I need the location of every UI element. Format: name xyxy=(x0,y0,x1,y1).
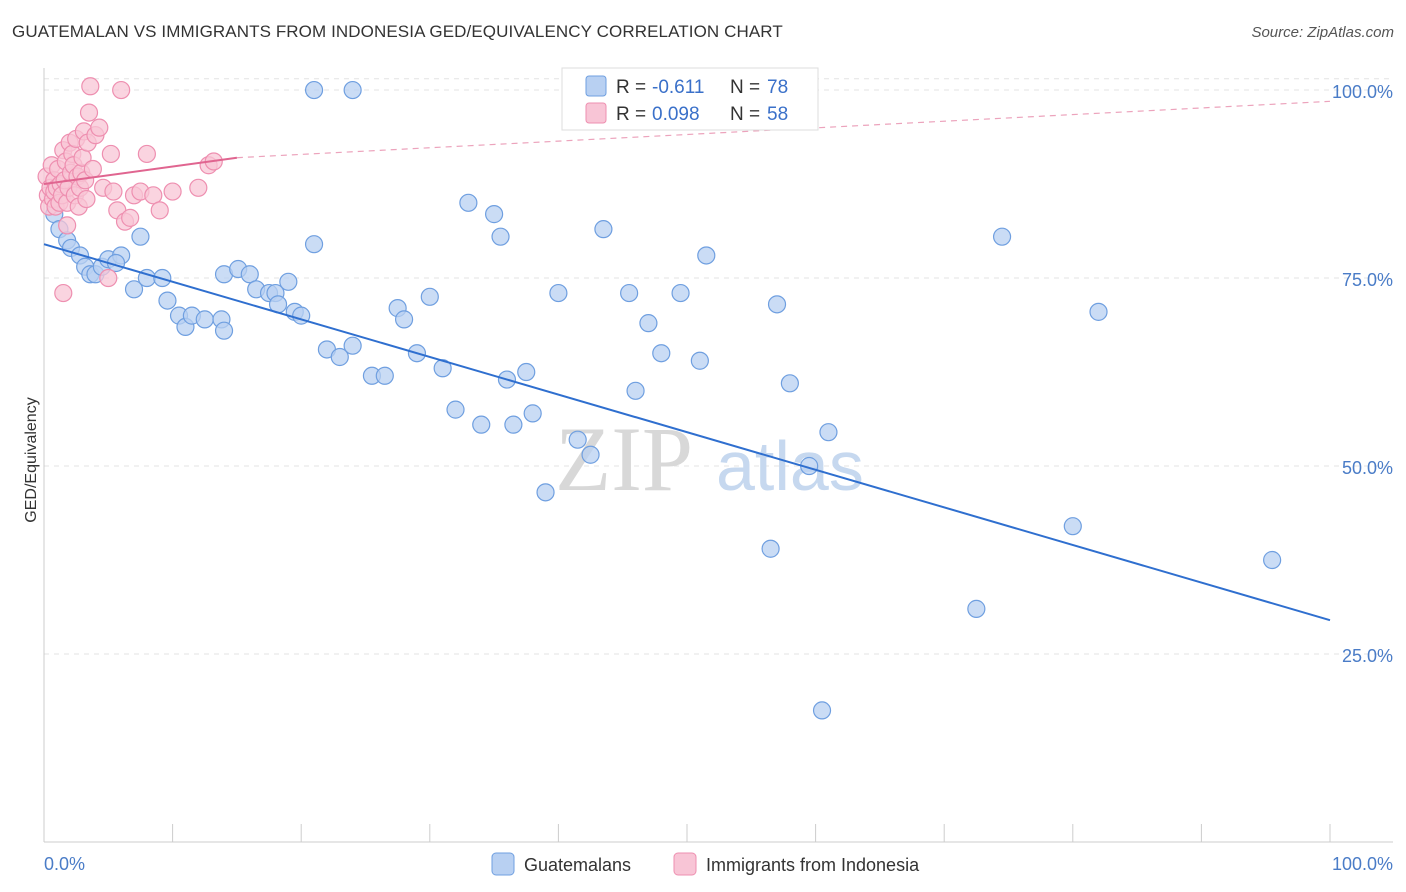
point-s0-62 xyxy=(690,351,709,370)
point-s0-47 xyxy=(491,227,510,246)
series-legend-label-indonesia: Immigrants from Indonesia xyxy=(706,855,920,875)
legend-swatch-indonesia xyxy=(585,102,607,124)
point-s1-34 xyxy=(79,103,99,122)
point-s0-43 xyxy=(446,400,465,419)
legend-swatch-guatemalans xyxy=(585,75,607,97)
point-s1-50 xyxy=(144,186,163,205)
point-s0-51 xyxy=(523,404,542,423)
point-s1-36 xyxy=(83,159,102,179)
point-s0-34 xyxy=(330,347,349,367)
point-s1-32 xyxy=(77,189,96,209)
point-s0-53 xyxy=(549,283,568,303)
point-s0-55 xyxy=(581,445,600,464)
grid-layer xyxy=(44,78,1393,655)
legend-n-value-1: 78 xyxy=(767,77,788,98)
point-s0-58 xyxy=(626,381,645,400)
point-s0-72 xyxy=(1063,517,1082,536)
point-s0-60 xyxy=(652,344,671,363)
y-tick-label-0: 25.0% xyxy=(1342,646,1393,666)
point-s0-69 xyxy=(819,423,838,442)
point-s1-56 xyxy=(54,283,73,303)
y-tick-label-3: 100.0% xyxy=(1332,82,1393,102)
point-s0-13 xyxy=(124,280,144,299)
point-s0-70 xyxy=(967,599,986,618)
trend-layer xyxy=(43,100,1331,622)
point-s0-54 xyxy=(568,430,587,449)
point-s0-39 xyxy=(394,310,414,329)
point-s0-71 xyxy=(992,227,1012,246)
point-s1-44 xyxy=(112,80,131,100)
trend-line-guatemalans xyxy=(43,243,1331,622)
point-s1-46 xyxy=(121,208,140,227)
point-s1-49 xyxy=(137,144,156,164)
point-s0-63 xyxy=(697,246,716,265)
point-s0-11 xyxy=(131,227,150,246)
chart-source: Source: ZipAtlas.com xyxy=(1251,24,1394,41)
y-tick-label-1: 50.0% xyxy=(1342,458,1393,478)
series-legend: Guatemalans Immigrants from Indonesia xyxy=(491,852,920,876)
point-s1-35 xyxy=(81,77,100,96)
point-s0-52 xyxy=(536,483,555,502)
point-s0-44 xyxy=(459,193,478,212)
point-s1-42 xyxy=(104,182,123,201)
point-s0-46 xyxy=(485,205,504,224)
series-legend-swatch-guatemalans xyxy=(491,852,515,876)
point-s0-24 xyxy=(240,265,259,284)
legend-n-label-1: N = xyxy=(730,77,760,98)
point-s1-52 xyxy=(163,182,182,201)
point-s0-29 xyxy=(279,272,298,291)
point-s0-37 xyxy=(375,366,394,385)
point-s1-51 xyxy=(150,201,169,220)
legend-n-value-2: 58 xyxy=(767,104,788,125)
point-s0-41 xyxy=(420,287,439,306)
watermark-atlas: atlas xyxy=(716,427,864,505)
watermark-zip: ZIP xyxy=(555,408,693,510)
point-s1-41 xyxy=(101,144,120,164)
point-s0-74 xyxy=(1263,550,1282,570)
point-s0-32 xyxy=(304,235,324,254)
point-s0-66 xyxy=(780,374,799,393)
point-s0-61 xyxy=(671,283,690,303)
series-legend-swatch-indonesia xyxy=(673,852,697,876)
point-s0-77 xyxy=(214,321,234,340)
point-s0-16 xyxy=(158,291,177,310)
trend-line-indonesia xyxy=(43,156,238,186)
points-layer xyxy=(37,77,1282,720)
point-s0-50 xyxy=(517,362,536,382)
x-tick-label-1: 100.0% xyxy=(1332,854,1393,874)
point-s0-56 xyxy=(594,220,613,239)
series-legend-label-guatemalans: Guatemalans xyxy=(524,855,631,875)
point-s0-20 xyxy=(195,310,214,329)
point-s1-57 xyxy=(58,216,77,235)
point-s0-49 xyxy=(504,415,523,434)
point-s1-40 xyxy=(99,268,118,288)
legend-r-label-2: R = xyxy=(616,104,646,125)
point-s1-53 xyxy=(189,178,208,197)
watermark: ZIP atlas xyxy=(555,408,864,510)
y-tick-label-2: 75.0% xyxy=(1342,270,1393,290)
point-s1-38 xyxy=(90,118,109,137)
legend-r-label-1: R = xyxy=(616,77,646,98)
legend-r-value-2: 0.098 xyxy=(652,104,700,125)
point-s0-73 xyxy=(1089,302,1108,321)
legend-r-value-1: -0.611 xyxy=(652,77,704,98)
point-s0-68 xyxy=(812,701,832,720)
point-s0-65 xyxy=(767,295,787,314)
point-s0-35 xyxy=(343,336,362,355)
x-tick-label-0: 0.0% xyxy=(44,854,85,874)
point-s0-75 xyxy=(304,80,324,100)
point-s0-45 xyxy=(472,415,491,434)
point-s0-64 xyxy=(761,539,780,558)
point-s0-57 xyxy=(620,283,639,303)
y-axis-title: GED/Equivalency xyxy=(23,397,40,522)
chart-title: GUATEMALAN VS IMMIGRANTS FROM INDONESIA … xyxy=(12,22,783,41)
legend-n-label-2: N = xyxy=(730,104,760,125)
point-s0-59 xyxy=(639,314,658,333)
point-s0-76 xyxy=(343,80,362,100)
stats-legend: R = -0.611 N = 78 R = 0.098 N = 58 xyxy=(561,67,819,131)
labels-layer: 25.0% 50.0% 75.0% 100.0% 0.0% 100.0% GED/Equiv… xyxy=(23,82,1393,874)
